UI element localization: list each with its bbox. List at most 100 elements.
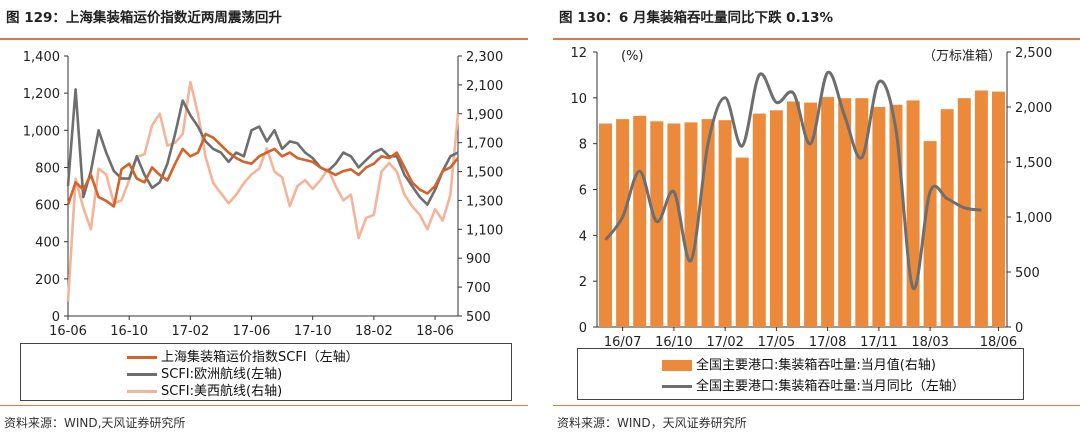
x-tick-label: 18-02: [355, 324, 393, 339]
bar: [650, 121, 664, 327]
bar: [923, 141, 937, 327]
bar: [821, 97, 835, 327]
bar: [769, 110, 783, 327]
bar: [735, 157, 749, 327]
y-axis-unit-left: (%): [621, 49, 644, 64]
y-tick-label-right: 2,300: [466, 50, 503, 65]
y-tick-label-left: 600: [35, 199, 60, 214]
bar: [804, 102, 818, 327]
bar: [906, 100, 920, 328]
bar: [992, 91, 1005, 327]
y-tick-label-left: 4: [579, 229, 587, 244]
y-tick-label-left: 0: [579, 321, 587, 336]
y-tick-label-left: 0: [52, 310, 60, 325]
line-chart: 0 200 400 600 800 1,000 1,200 1,400 500 700 900 1,1…: [23, 50, 503, 339]
y-tick-label-right: 2,100: [466, 79, 503, 94]
bar-line-chart: (%) （万标准箱） 0 2 4 6 8 10 12 0 500 1,000 1,500 2,000 2,5…: [570, 46, 1052, 350]
legend-item-scfi: 上海集装箱运价指数SCFI（左轴）: [127, 346, 359, 365]
series-line-uswest: [66, 80, 460, 302]
x-tick-label: 16/10: [655, 335, 692, 350]
legend-swatch: [662, 360, 692, 371]
bar: [599, 123, 612, 327]
bar: [667, 123, 681, 327]
bar: [718, 120, 732, 327]
x-tick-label: 16-06: [49, 324, 87, 339]
x-tick-label: 17/08: [809, 335, 846, 350]
bar: [787, 101, 800, 327]
legend-item-uswest: SCFI:美西航线(右轴): [127, 380, 282, 399]
x-tick-label: 18-06: [416, 324, 454, 339]
series-line-scfi: [66, 132, 460, 208]
legend-item-yoy: 全国主要港口:集装箱吞吐量:当月同比（左轴）: [662, 375, 965, 394]
y-tick-label-right: 900: [466, 252, 491, 267]
legend: 上海集装箱运价指数SCFI（左轴） SCFI:欧洲航线(左轴) SCFI:美西航…: [20, 343, 512, 401]
legend-item-europe: SCFI:欧洲航线(左轴): [127, 363, 282, 382]
y-tick-label-right: 1,900: [466, 108, 503, 123]
footer-rule: [553, 405, 1080, 406]
legend-swatch: [127, 356, 157, 359]
y-tick-label-right: 1,500: [1015, 156, 1052, 171]
source-note: 资料来源：WIND,天风证券研究所: [4, 416, 186, 430]
y-tick-label-right: 1,700: [466, 137, 503, 152]
legend-label: 全国主要港口:集装箱吞吐量:当月值(右轴): [696, 358, 936, 373]
y-tick-label-left: 8: [579, 138, 587, 153]
x-tick-label: 17/05: [758, 335, 795, 350]
legend-label: 全国主要港口:集装箱吞吐量:当月同比（左轴）: [696, 379, 965, 394]
legend-swatch: [127, 373, 157, 376]
y-tick-label-right: 2,000: [1015, 101, 1052, 116]
x-tick-label: 17-06: [233, 324, 271, 339]
bar: [752, 113, 766, 327]
y-tick-label-left: 400: [35, 236, 60, 251]
bar: [838, 98, 852, 327]
y-tick-label-right: 1,100: [466, 223, 503, 238]
bar: [957, 98, 971, 327]
x-tick-label: 16/07: [604, 335, 641, 350]
y-tick-label-right: 500: [1015, 266, 1040, 281]
bar: [940, 109, 954, 327]
y-tick-label-right: 2,500: [1015, 46, 1052, 61]
bar: [855, 98, 869, 327]
x-tick-label: 17/02: [706, 335, 743, 350]
y-tick-label-left: 10: [570, 92, 587, 107]
chart-panel-left: 图 129：上海集装箱运价指数近两周震荡回升 0 200 400 600 800 1,00…: [0, 0, 528, 436]
y-tick-label-left: 1,000: [23, 124, 60, 139]
bar: [616, 119, 630, 327]
legend-label: SCFI:美西航线(右轴): [161, 384, 283, 399]
source-note: 资料来源：WIND，天风证券研究所: [557, 416, 747, 430]
title-rule: [0, 38, 528, 40]
y-tick-label-left: 6: [579, 184, 587, 199]
y-tick-label-right: 1,300: [466, 194, 503, 209]
bar: [684, 122, 698, 328]
y-tick-label-right: 500: [466, 310, 491, 325]
y-tick-label-left: 800: [35, 161, 60, 176]
y-tick-label-left: 200: [35, 273, 60, 288]
x-tick-label: 18/03: [911, 335, 948, 350]
y-tick-label-right: 1,000: [1015, 211, 1052, 226]
x-tick-label: 16-10: [110, 324, 148, 339]
y-tick-label-left: 1,400: [23, 50, 60, 65]
legend-item-throughput: 全国主要港口:集装箱吞吐量:当月值(右轴): [662, 354, 936, 373]
x-tick-label: 17-02: [171, 324, 209, 339]
y-axis-unit-right: （万标准箱）: [923, 48, 1001, 64]
x-tick-label: 17-10: [294, 324, 332, 339]
legend-swatch: [127, 390, 157, 393]
y-tick-label-right: 700: [466, 281, 491, 296]
y-tick-label-left: 12: [570, 46, 587, 61]
legend-label: SCFI:欧洲航线(左轴): [161, 367, 283, 382]
title-rule: [553, 38, 1080, 40]
chart-panel-right: 图 130：6 月集装箱吞吐量同比下跌 0.13% (%) （万标准箱） 0 2 4 6 8…: [553, 0, 1080, 436]
y-tick-label-right: 0: [1015, 321, 1023, 336]
y-tick-label-left: 1,200: [23, 87, 60, 102]
legend-label: 上海集装箱运价指数SCFI（左轴）: [161, 350, 359, 365]
bar: [633, 115, 647, 327]
series-line-yoy: [604, 71, 982, 290]
chart-title: 图 130：6 月集装箱吞吐量同比下跌 0.13%: [559, 10, 834, 26]
y-tick-label-left: 2: [579, 275, 587, 290]
x-tick-label: 18/06: [980, 335, 1017, 350]
bar: [872, 107, 886, 327]
y-tick-label-right: 1,500: [466, 166, 503, 181]
legend: 全国主要港口:集装箱吞吐量:当月值(右轴) 全国主要港口:集装箱吞吐量:当月同比…: [577, 348, 1024, 400]
chart-title: 图 129：上海集装箱运价指数近两周震荡回升: [6, 10, 282, 26]
footer-rule: [0, 405, 528, 406]
legend-swatch: [662, 385, 692, 388]
